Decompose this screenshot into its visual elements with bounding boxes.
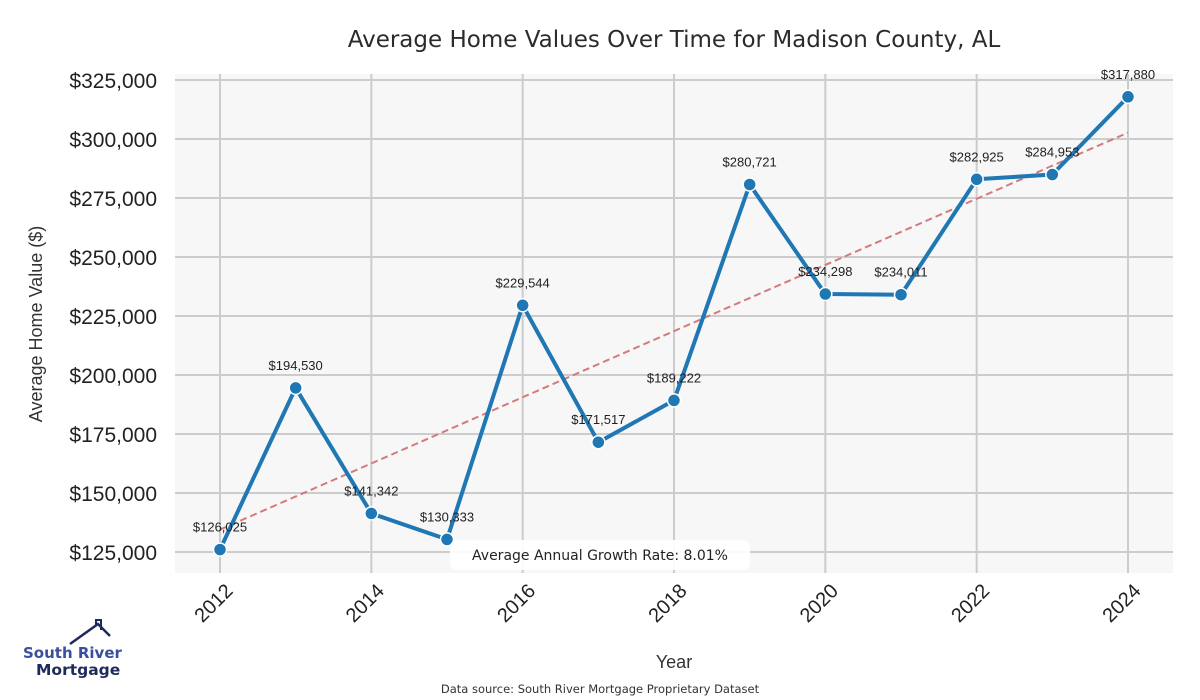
data-label: $130,333 [420,509,474,524]
data-point [893,287,909,302]
logo-line2: Mortgage [36,661,120,679]
y-tick-label: $275,000 [69,188,157,211]
data-point [364,506,379,521]
data-label: $284,953 [1025,145,1079,160]
data-labels: $126,025 $194,530 $141,342 $130,333 $229,544… [193,67,1155,535]
data-series [212,89,1136,557]
growth-rate-annotation: Average Annual Growth Rate: 8.01% [450,540,750,570]
data-label: $229,544 [496,275,550,290]
chart-title: Average Home Values Over Time for Madiso… [348,27,1001,53]
x-tick-label: 2022 [947,580,994,627]
y-tick-label: $150,000 [69,483,157,506]
data-point [212,542,228,557]
data-point [288,380,303,396]
house-roof-icon [69,622,111,646]
data-label: $171,517 [571,412,625,427]
data-label: $194,530 [269,358,323,373]
y-tick-label: $325,000 [69,70,157,93]
y-tick-labels: $125,000 $150,000 $175,000 $200,000 $225,000… [69,70,157,565]
annotation-text: Average Annual Growth Rate: 8.01% [472,548,728,564]
data-point [818,286,833,302]
x-gridlines [219,74,1129,573]
data-label: $189,222 [647,370,701,385]
chimney-icon [95,619,102,630]
x-tick-label: 2016 [493,580,540,627]
logo-line1: South River [23,644,123,662]
x-tick-label: 2018 [645,580,692,627]
x-tick-label: 2024 [1099,580,1146,627]
data-label: $126,025 [193,520,247,535]
y-tick-label: $125,000 [69,542,157,565]
y-tick-label: $250,000 [69,247,157,270]
y-gridlines [175,79,1173,553]
y-tick-label: $175,000 [69,424,157,447]
y-axis-label: Average Home Value ($) [26,226,46,422]
x-axis-label: Year [656,652,692,672]
data-point [742,177,757,192]
annotation-box [450,540,750,570]
trend-line-segment [219,131,1129,531]
x-tick-label: 2020 [796,580,843,627]
data-point [666,393,682,408]
data-point [515,298,530,313]
data-label: $141,342 [344,483,398,498]
data-source: Data source: South River Mortgage Propri… [441,682,760,696]
data-label: $282,925 [950,149,1004,164]
data-label: $234,011 [874,265,927,280]
y-tick-label: $225,000 [69,306,157,329]
x-tick-label: 2014 [342,580,389,627]
company-logo: South River Mortgage [23,619,123,679]
data-point [969,172,984,187]
x-tick-labels: 2012 2014 2016 2018 2020 2022 2024 [191,580,1146,627]
data-label: $317,880 [1101,67,1155,82]
data-point [439,532,455,547]
data-point [1120,89,1136,105]
data-point [1045,167,1060,182]
y-tick-label: $200,000 [69,365,157,388]
x-tick-label: 2012 [191,580,238,627]
data-label: $234,298 [798,264,852,279]
data-label: $280,721 [723,154,777,169]
data-point [591,434,606,450]
y-tick-label: $300,000 [69,129,157,152]
trend-line [219,131,1129,531]
